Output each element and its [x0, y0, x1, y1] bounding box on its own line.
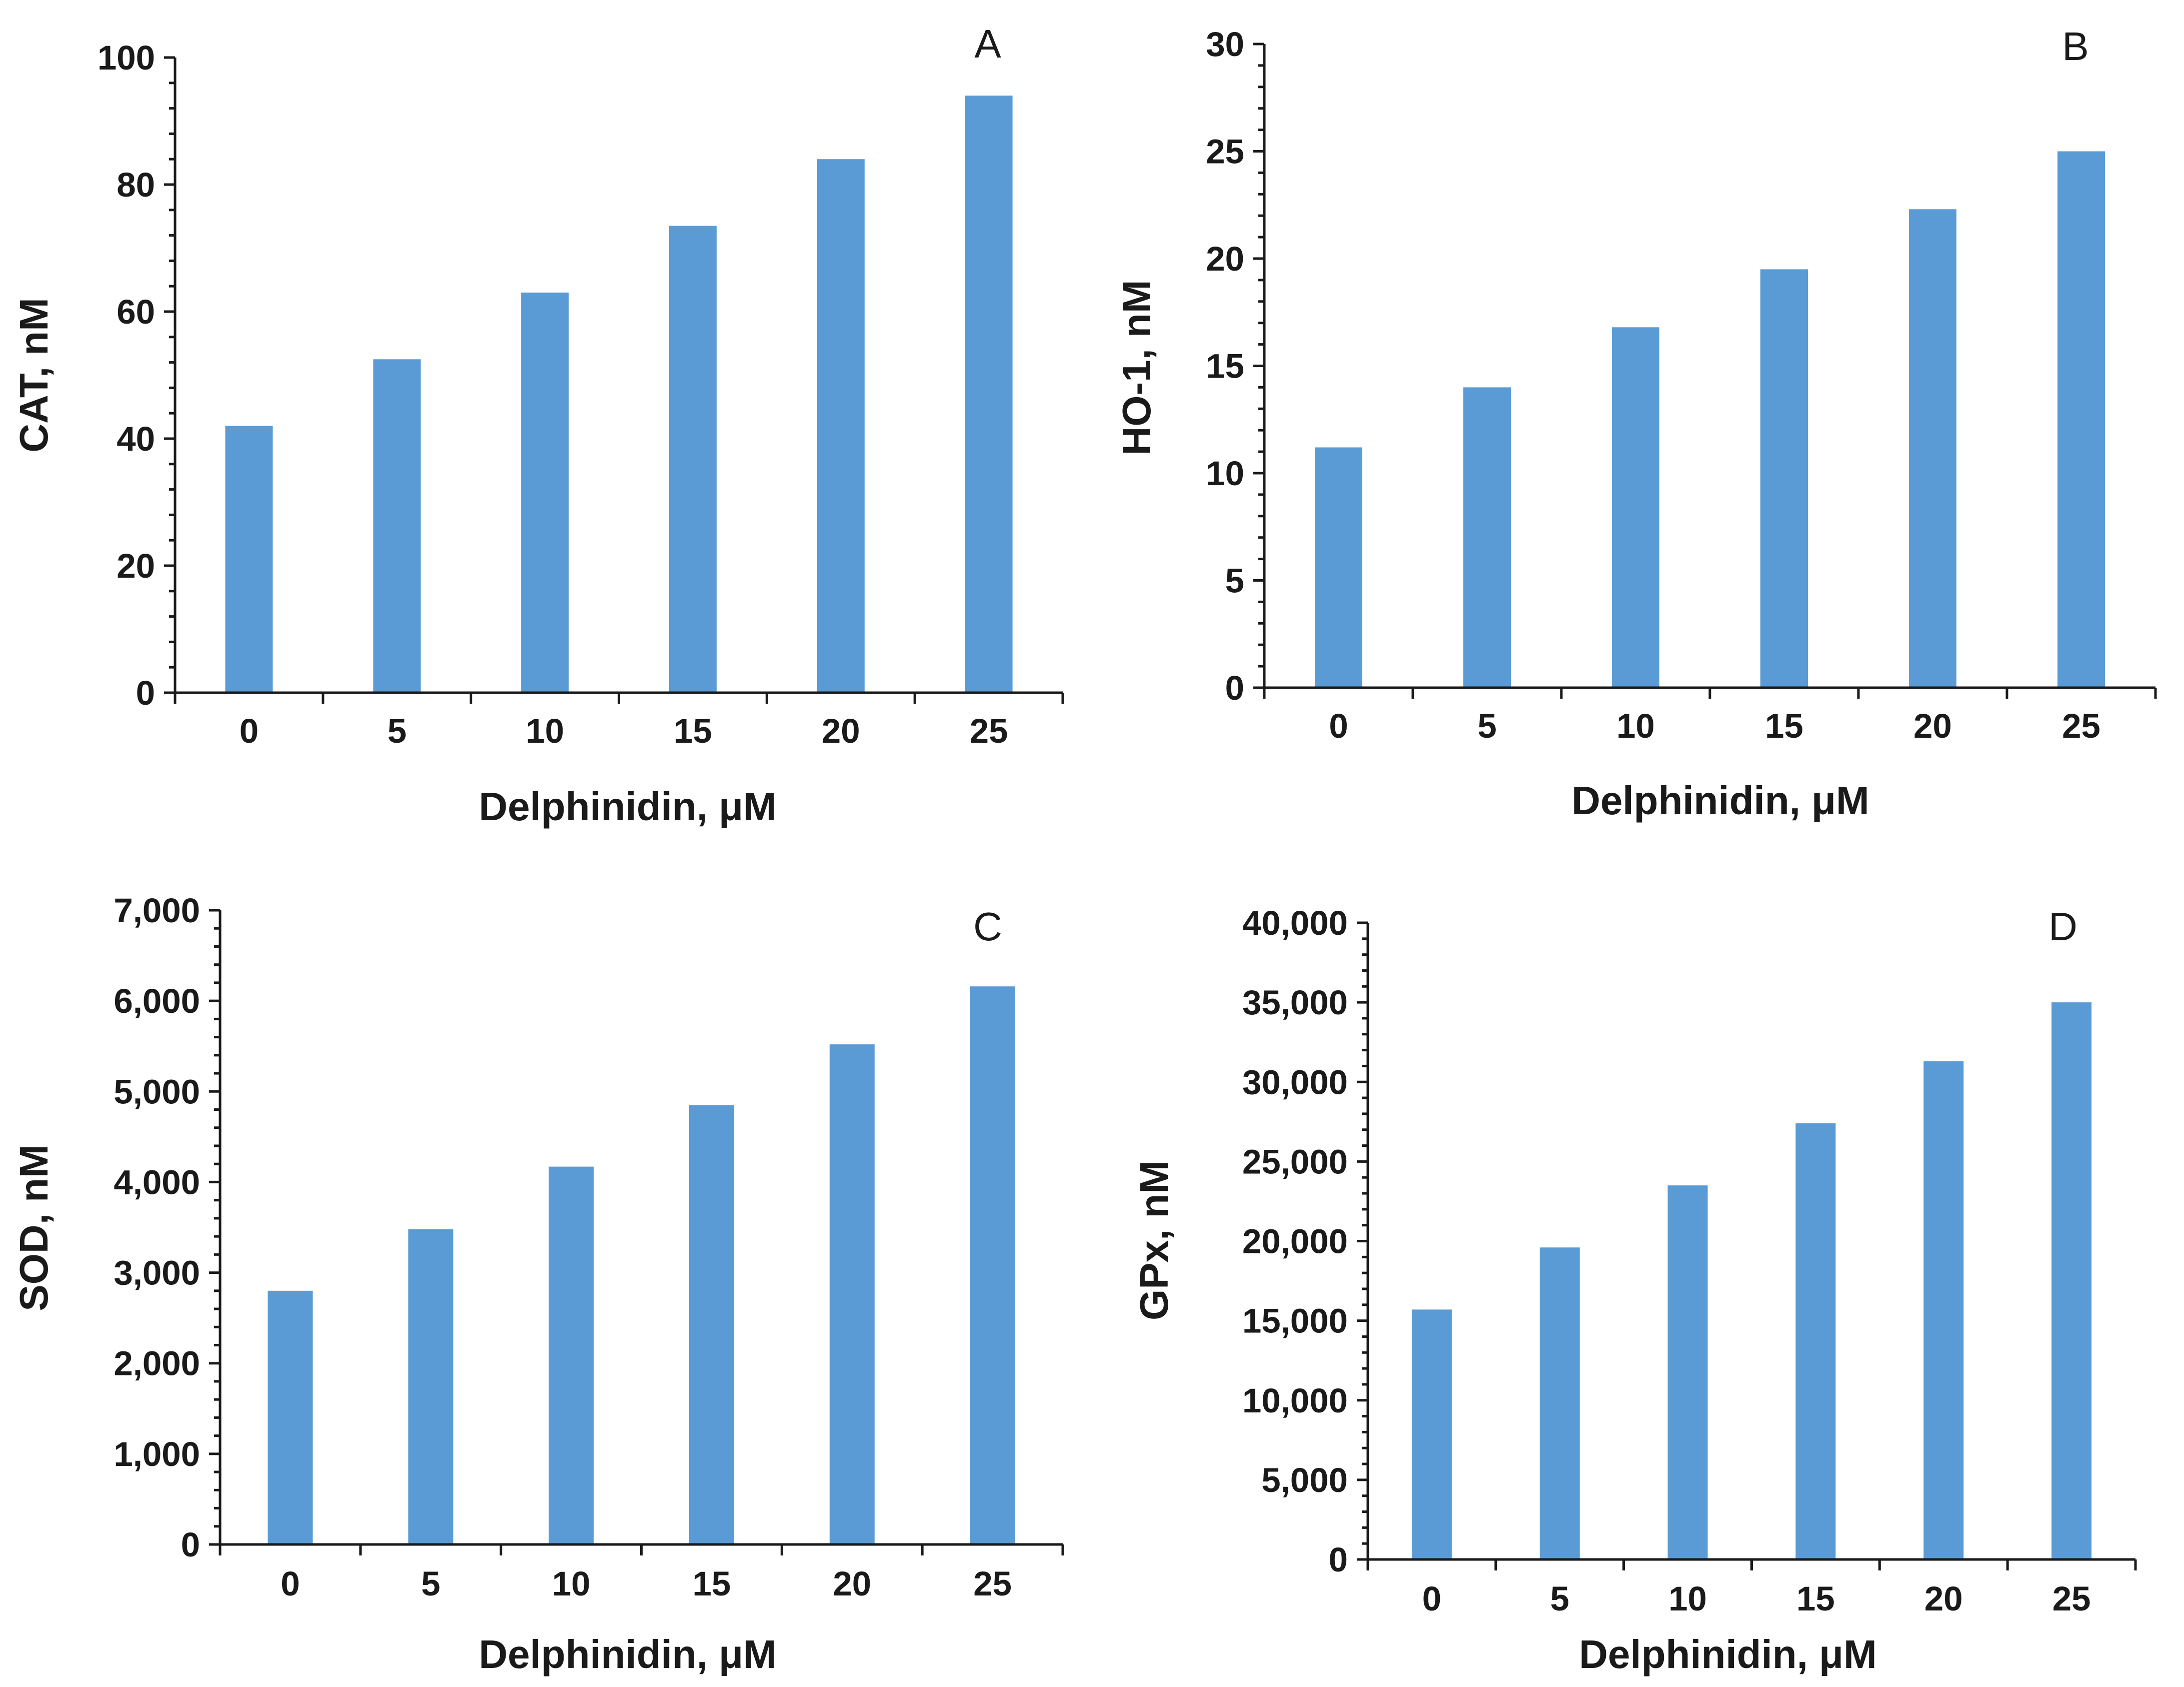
- x-tick-label: 5: [421, 1564, 440, 1603]
- panel-letter: C: [973, 904, 1002, 949]
- x-tick-label: 10: [552, 1564, 591, 1603]
- x-tick-label: 10: [1616, 707, 1655, 745]
- y-tick-label: 40,000: [1242, 904, 1348, 942]
- y-tick-label: 4,000: [114, 1163, 200, 1201]
- y-tick-label: 25,000: [1242, 1142, 1348, 1181]
- x-axis-title: Delphinidin, μM: [479, 784, 777, 829]
- x-tick-label: 5: [1550, 1579, 1569, 1618]
- y-tick-label: 0: [1329, 1540, 1348, 1579]
- bar: [225, 426, 273, 693]
- bar: [521, 292, 569, 693]
- y-axis-title: CAT, nM: [12, 298, 56, 453]
- y-tick-label: 1,000: [114, 1435, 200, 1473]
- y-tick-label: 40: [117, 420, 155, 458]
- bar: [549, 1166, 594, 1544]
- panel-letter: D: [2048, 904, 2077, 949]
- x-axis-title: Delphinidin, μM: [479, 1632, 777, 1676]
- x-tick-label: 15: [1765, 707, 1803, 745]
- y-axis-title: SOD, nM: [12, 1144, 56, 1311]
- y-tick-label: 30,000: [1242, 1063, 1348, 1101]
- x-axis-title: Delphinidin, μM: [1571, 778, 1869, 823]
- x-tick-label: 0: [1329, 707, 1348, 745]
- x-tick-label: 15: [1796, 1579, 1835, 1618]
- x-tick-label: 10: [1668, 1579, 1707, 1618]
- x-tick-label: 0: [281, 1564, 300, 1603]
- bar: [1667, 1185, 1708, 1559]
- y-tick-label: 80: [117, 166, 155, 204]
- x-tick-label: 20: [833, 1564, 871, 1603]
- y-tick-label: 10,000: [1242, 1381, 1348, 1420]
- x-tick-label: 0: [240, 712, 259, 750]
- x-tick-label: 5: [1477, 707, 1496, 745]
- y-tick-label: 5: [1225, 562, 1244, 600]
- y-tick-label: 3,000: [114, 1254, 200, 1292]
- bar: [268, 1290, 313, 1544]
- panel-a: 0 20 40 60 80 100 0 5 10 15 20 25 Delphinidin, μM CAT…: [12, 22, 1064, 829]
- y-tick-label: 0: [1225, 669, 1244, 707]
- bar: [669, 226, 717, 693]
- y-tick-label: 15,000: [1242, 1302, 1348, 1340]
- panel-c: 0 1,000 2,000 3,000 4,000 5,000 6,000 7,000 0 5 10…: [12, 891, 1064, 1676]
- bar: [1760, 269, 1808, 688]
- bar: [1923, 1061, 1964, 1559]
- x-tick-label: 25: [970, 712, 1008, 750]
- bar: [408, 1229, 454, 1544]
- panel-letter: A: [974, 22, 1001, 66]
- y-tick-label: 0: [136, 674, 155, 712]
- x-tick-label: 20: [1924, 1579, 1963, 1618]
- x-tick-label: 25: [2062, 707, 2100, 745]
- y-tick-label: 15: [1206, 347, 1244, 386]
- bar: [1909, 209, 1956, 688]
- bar: [2051, 1002, 2092, 1559]
- x-tick-label: 15: [693, 1564, 731, 1603]
- y-tick-label: 5,000: [114, 1072, 200, 1111]
- x-tick-label: 15: [674, 712, 712, 750]
- y-tick-label: 2,000: [114, 1344, 200, 1383]
- bar: [1539, 1247, 1580, 1559]
- y-tick-label: 35,000: [1242, 983, 1348, 1022]
- x-tick-label: 10: [526, 712, 564, 750]
- x-tick-label: 5: [388, 712, 407, 750]
- bar: [817, 159, 865, 693]
- y-tick-label: 20: [1206, 240, 1244, 278]
- y-tick-label: 7,000: [114, 891, 200, 930]
- y-tick-label: 20: [117, 547, 155, 585]
- bar: [2057, 151, 2105, 688]
- bar: [970, 986, 1015, 1544]
- bar: [1612, 327, 1659, 688]
- y-tick-label: 10: [1206, 454, 1244, 493]
- bar: [965, 96, 1013, 693]
- bar: [373, 359, 421, 693]
- x-axis-title: Delphinidin, μM: [1579, 1632, 1877, 1676]
- y-tick-label: 60: [117, 293, 155, 331]
- x-tick-label: 25: [2052, 1579, 2091, 1618]
- bar: [1463, 387, 1511, 688]
- bar: [1315, 447, 1362, 688]
- y-tick-label: 6,000: [114, 982, 200, 1020]
- y-axis-title: HO-1, nM: [1114, 280, 1159, 455]
- x-tick-label: 20: [1913, 707, 1952, 745]
- panel-d: 0 5,000 10,000 15,000 20,000 25,000 30,000 35,0…: [1132, 904, 2137, 1676]
- y-tick-label: 100: [98, 39, 155, 77]
- bar: [1795, 1123, 1836, 1559]
- x-tick-label: 0: [1422, 1579, 1441, 1618]
- y-axis-title: GPx, nM: [1132, 1160, 1176, 1320]
- y-tick-label: 0: [181, 1525, 200, 1564]
- y-tick-label: 25: [1206, 133, 1244, 171]
- panel-b: 0 5 10 15 20 25 30 0 5 10 15 20 25 Delphinidin, μM HO-…: [1114, 24, 2157, 823]
- bar: [689, 1105, 734, 1544]
- bar: [1411, 1309, 1452, 1559]
- y-tick-label: 5,000: [1261, 1461, 1348, 1499]
- bar: [829, 1044, 875, 1544]
- y-tick-label: 20,000: [1242, 1222, 1348, 1261]
- y-tick-label: 30: [1206, 25, 1244, 64]
- panel-letter: B: [2062, 24, 2088, 69]
- x-tick-label: 20: [822, 712, 860, 750]
- x-tick-label: 25: [973, 1564, 1012, 1603]
